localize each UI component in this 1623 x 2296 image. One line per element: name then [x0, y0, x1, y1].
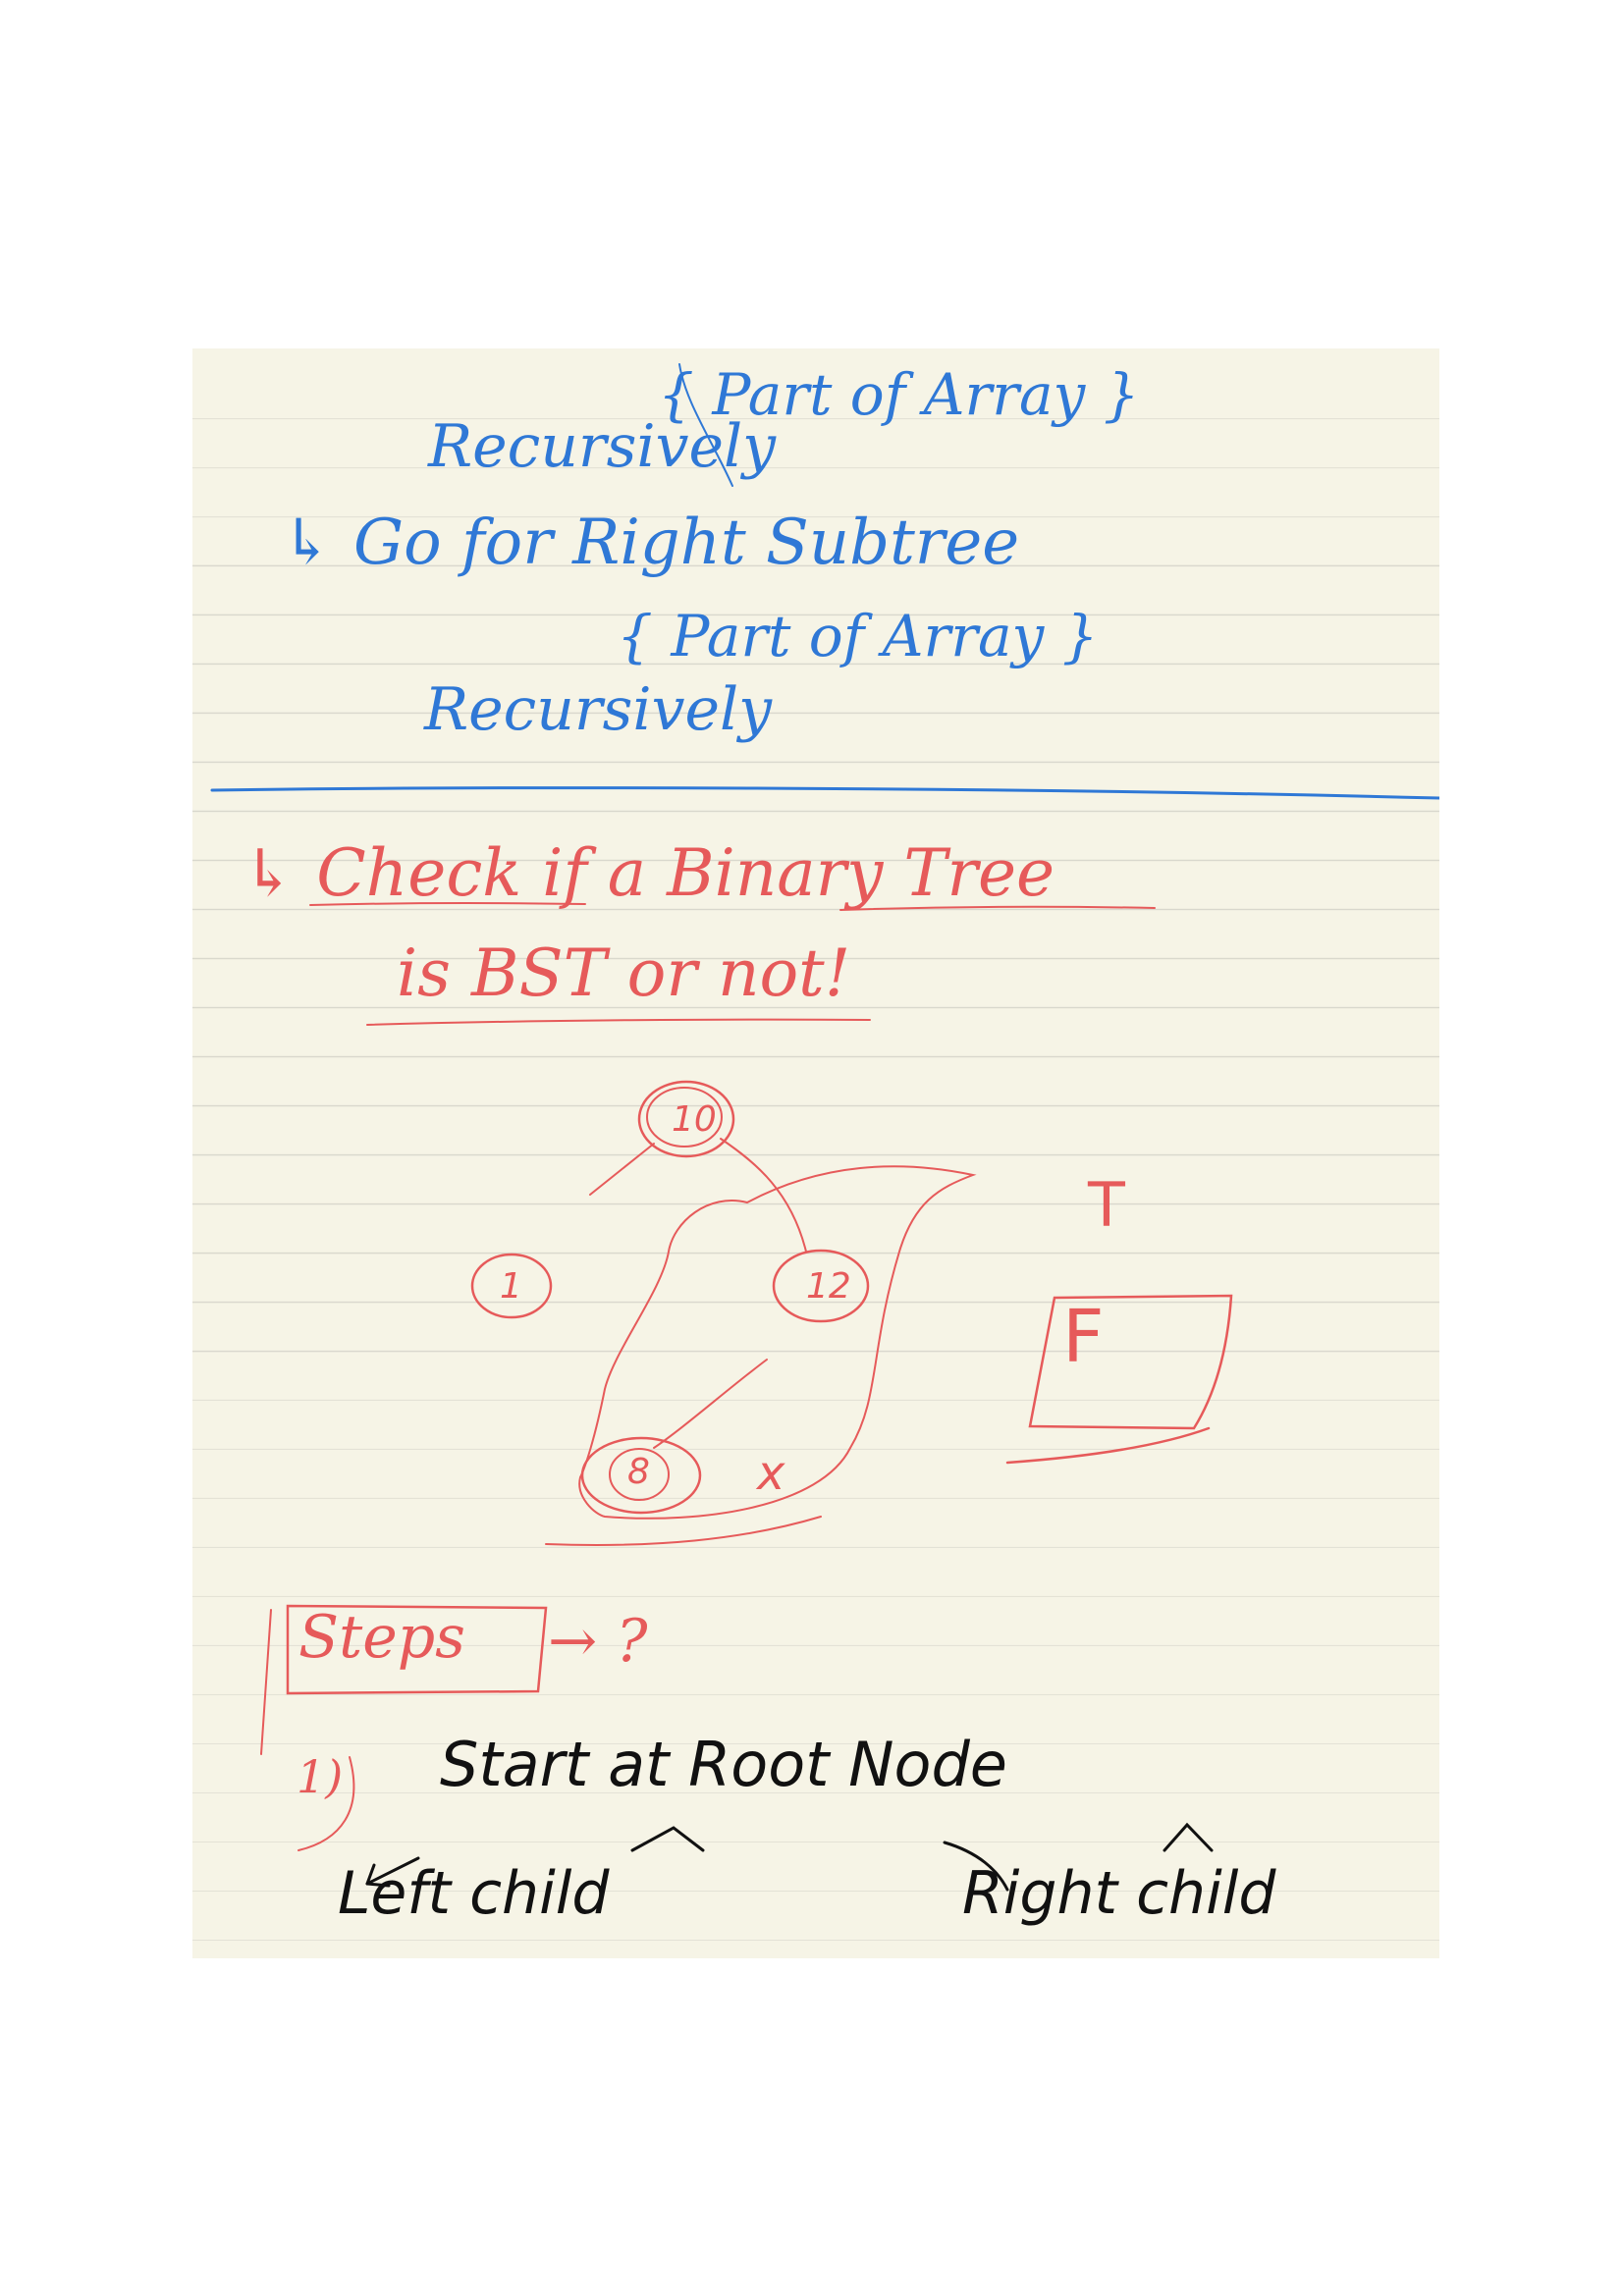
underline-binary-tree	[839, 905, 1156, 911]
go-for-right-subtree: ↳ Go for Right Subtree	[281, 507, 1020, 579]
tree-cross-mark: x	[757, 1446, 785, 1501]
part-of-array-2: { Part of Array }	[617, 603, 1099, 669]
step1-bracket	[298, 1756, 355, 1851]
part-of-array-1: { Part of Array }	[658, 361, 1140, 428]
right-child-label: Right child	[962, 1859, 1276, 1928]
answer-false: F	[1062, 1295, 1105, 1379]
arrow-right-child	[943, 1841, 1009, 1892]
steps-box	[286, 1604, 548, 1695]
answer-true: T	[1088, 1169, 1125, 1241]
note-page: { Part of Array } Recursively ↳ Go for R…	[192, 348, 1439, 1958]
false-underline	[1005, 1426, 1211, 1465]
edge-root-right	[720, 1138, 807, 1253]
recursively-1: Recursively	[428, 412, 777, 481]
caret-right-child	[1163, 1822, 1214, 1852]
left-child-label: Left child	[338, 1859, 610, 1928]
blue-stray-stroke	[678, 363, 733, 487]
node8-circle-inner	[609, 1448, 670, 1501]
right-node-circle	[772, 1249, 870, 1323]
underline-check-if	[309, 902, 586, 906]
edge-root-left	[589, 1143, 655, 1196]
left-node-circle	[470, 1253, 553, 1319]
step-1-text: Start at Root Node	[440, 1729, 1007, 1800]
false-box	[1028, 1294, 1233, 1430]
steps-arrow-question: → ?	[548, 1607, 648, 1676]
steps-label: Steps	[298, 1603, 465, 1672]
title-line-2: is BST or not!	[397, 935, 851, 1011]
root-circle-inner	[646, 1087, 723, 1148]
underline-is-bst	[366, 1018, 871, 1026]
right-subtree-loop	[578, 1165, 977, 1520]
blue-divider-line	[210, 786, 1439, 800]
tree-node-root: 10	[672, 1099, 717, 1140]
tree-node-right-left: 8	[627, 1452, 650, 1492]
root-circle-outer	[637, 1080, 735, 1158]
tree-node-right: 12	[806, 1266, 851, 1307]
tree-node-left: 1	[500, 1266, 522, 1307]
arrow-left-child-head	[365, 1863, 391, 1888]
title-line-1: ↳ Check if a Binary Tree	[242, 835, 1055, 911]
tree-base-stroke	[545, 1516, 822, 1546]
caret-left-child	[630, 1826, 705, 1852]
steps-left-bar	[260, 1609, 272, 1755]
recursively-2: Recursively	[424, 675, 773, 744]
arrow-left-child	[365, 1856, 420, 1886]
ink-strokes	[210, 363, 1439, 1892]
edge-right-left	[653, 1359, 768, 1449]
step-number-1: 1)	[297, 1750, 344, 1803]
